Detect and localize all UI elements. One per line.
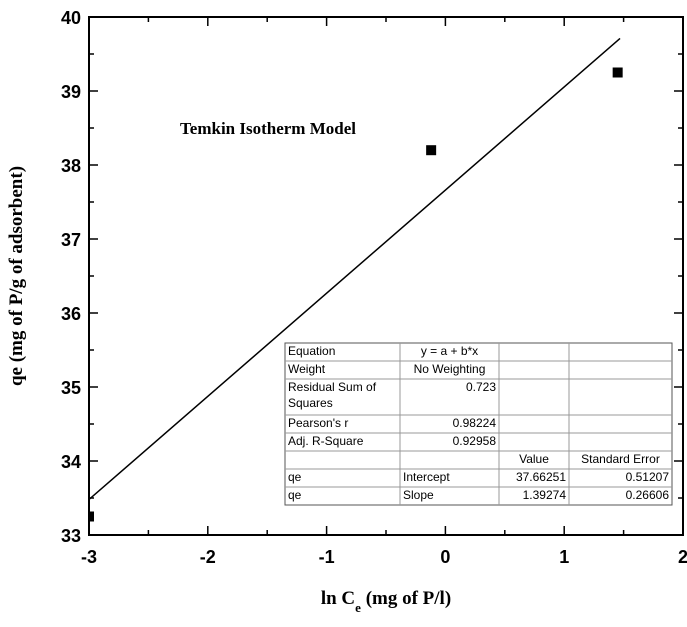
x-axis-label: ln Ce (mg of P/l) xyxy=(321,588,451,615)
data-point xyxy=(612,67,623,78)
table-cell: Pearson's r xyxy=(288,416,348,430)
table-cell: Residual Sum of Squares xyxy=(288,380,377,410)
table-cell: qe xyxy=(288,470,302,484)
table-cell: 0.51207 xyxy=(626,470,670,484)
y-tick-label: 38 xyxy=(61,156,81,176)
table-cell: y = a + b*x xyxy=(421,344,478,358)
table-cell-line: Residual Sum of xyxy=(288,380,377,394)
table-cell: 37.66251 xyxy=(516,470,566,484)
y-tick-label: 33 xyxy=(61,526,81,546)
x-label-main: ln C xyxy=(321,588,355,609)
data-point xyxy=(426,145,437,156)
table-cell: Equation xyxy=(288,344,335,358)
table-cell: 0.92958 xyxy=(453,434,497,448)
fit-table: Equation y = a + b*x Weight No Weighting Res… xyxy=(284,342,673,506)
table-cell-line: Squares xyxy=(288,396,333,410)
x-tick-label: 2 xyxy=(678,547,687,567)
x-tick-label: 0 xyxy=(440,547,450,567)
y-tick-label: 37 xyxy=(61,230,81,250)
y-axis-label: qe (mg of P/g of adsorbent) xyxy=(6,166,27,386)
table-cell: Adj. R-Square xyxy=(288,434,364,448)
plot-data xyxy=(89,37,623,522)
table-bg xyxy=(284,342,673,506)
x-label-sub: e xyxy=(355,600,361,615)
table-cell: Slope xyxy=(403,488,434,502)
x-tick-label: -2 xyxy=(200,547,216,567)
y-tick-label: 39 xyxy=(61,82,81,102)
y-tick-label: 40 xyxy=(61,8,81,28)
table-cell: Standard Error xyxy=(581,452,660,466)
y-tick-label: 34 xyxy=(61,452,81,472)
data-point xyxy=(89,511,94,522)
table-cell: No Weighting xyxy=(414,362,486,376)
table-cell: qe xyxy=(288,488,302,502)
y-tick-label: 35 xyxy=(61,378,81,398)
x-tick-label: -1 xyxy=(319,547,335,567)
x-tick-label: -3 xyxy=(81,547,97,567)
annotation: Temkin Isotherm Model xyxy=(180,119,356,138)
table-cell: 0.723 xyxy=(466,380,496,394)
table-cell: 0.98224 xyxy=(453,416,497,430)
table-cell: Weight xyxy=(288,362,326,376)
x-tick-label: 1 xyxy=(559,547,569,567)
table-cell: Value xyxy=(519,452,549,466)
table-cell: 1.39274 xyxy=(523,488,567,502)
table-cell: 0.26606 xyxy=(626,488,670,502)
fit-line xyxy=(89,37,621,501)
table-cell: Intercept xyxy=(403,470,450,484)
x-label-rest: (mg of P/l) xyxy=(361,588,451,609)
y-tick-label: 36 xyxy=(61,304,81,324)
